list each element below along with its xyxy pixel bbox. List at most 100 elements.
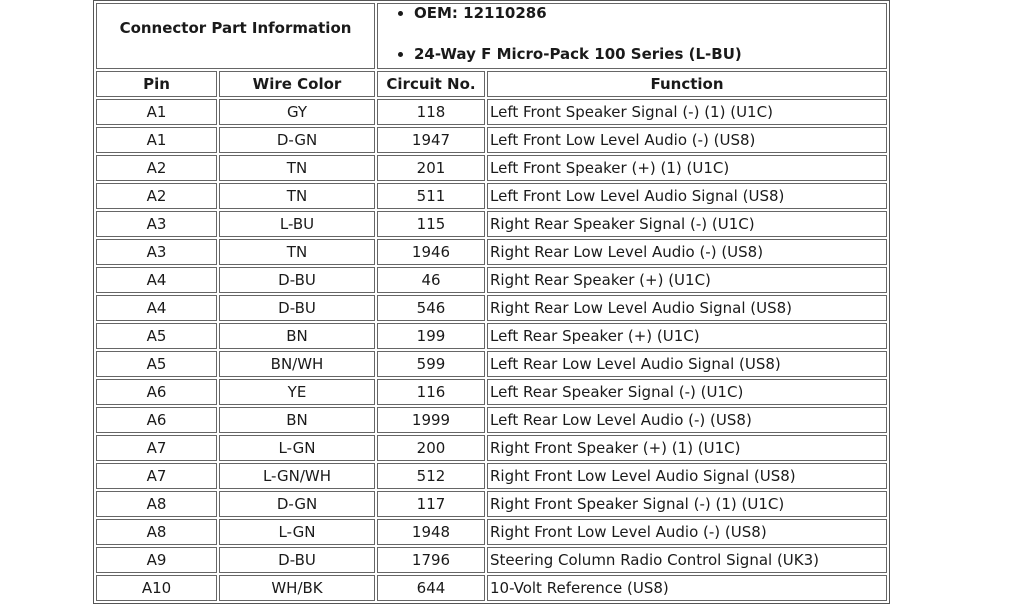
cell-wire-color: L-GN: [219, 519, 375, 545]
cell-wire-color: D-BU: [219, 295, 375, 321]
cell-pin: A8: [96, 491, 217, 517]
cell-pin: A6: [96, 379, 217, 405]
cell-pin: A2: [96, 155, 217, 181]
cell-pin: A7: [96, 463, 217, 489]
cell-wire-color: BN/WH: [219, 351, 375, 377]
cell-wire-color: TN: [219, 183, 375, 209]
table-row: A8 D-GN 117 Right Front Speaker Signal (-) …: [96, 491, 887, 517]
cell-circuit-no: 115: [377, 211, 485, 237]
cell-wire-color: WH/BK: [219, 575, 375, 601]
cell-function: Left Front Speaker (+) (1) (U1C): [487, 155, 887, 181]
cell-circuit-no: 1796: [377, 547, 485, 573]
table-row: A3 L-BU 115 Right Rear Speaker Signal (-) (…: [96, 211, 887, 237]
table-row: A6 BN 1999 Left Rear Low Level Audio (-) (U…: [96, 407, 887, 433]
table-row: A7 L-GN 200 Right Front Speaker (+) (1) (U1…: [96, 435, 887, 461]
cell-pin: A4: [96, 267, 217, 293]
connector-table: Connector Part Information OEM: 12110286…: [93, 0, 890, 604]
cell-function: Right Front Low Level Audio (-) (US8): [487, 519, 887, 545]
table-row: A2 TN 511 Left Front Low Level Audio Signal…: [96, 183, 887, 209]
connector-type: 24-Way F Micro-Pack 100 Series (L-BU): [414, 42, 884, 66]
cell-function: Left Rear Speaker (+) (U1C): [487, 323, 887, 349]
cell-wire-color: TN: [219, 239, 375, 265]
header-wire-color: Wire Color: [219, 71, 375, 97]
cell-wire-color: GY: [219, 99, 375, 125]
cell-pin: A10: [96, 575, 217, 601]
connector-info-label: Connector Part Information: [96, 3, 375, 69]
cell-circuit-no: 546: [377, 295, 485, 321]
cell-function: 10-Volt Reference (US8): [487, 575, 887, 601]
cell-function: Right Rear Low Level Audio (-) (US8): [487, 239, 887, 265]
table-row: A2 TN 201 Left Front Speaker (+) (1) (U1C): [96, 155, 887, 181]
table-row: A1 GY 118 Left Front Speaker Signal (-) (1)…: [96, 99, 887, 125]
table-row: A5 BN 199 Left Rear Speaker (+) (U1C): [96, 323, 887, 349]
table-row: A5 BN/WH 599 Left Rear Low Level Audio Sign…: [96, 351, 887, 377]
cell-circuit-no: 46: [377, 267, 485, 293]
column-header-row: Pin Wire Color Circuit No. Function: [96, 71, 887, 97]
cell-circuit-no: 1999: [377, 407, 485, 433]
cell-function: Left Front Low Level Audio (-) (US8): [487, 127, 887, 153]
table-row: A3 TN 1946 Right Rear Low Level Audio (-) (…: [96, 239, 887, 265]
cell-function: Right Rear Low Level Audio Signal (US8): [487, 295, 887, 321]
cell-circuit-no: 599: [377, 351, 485, 377]
cell-pin: A3: [96, 211, 217, 237]
cell-circuit-no: 117: [377, 491, 485, 517]
cell-function: Right Front Speaker (+) (1) (U1C): [487, 435, 887, 461]
cell-function: Right Front Low Level Audio Signal (US8): [487, 463, 887, 489]
connector-info-list: OEM: 12110286 24-Way F Micro-Pack 100 Se…: [377, 3, 887, 69]
header-pin: Pin: [96, 71, 217, 97]
cell-wire-color: L-GN: [219, 435, 375, 461]
cell-wire-color: D-BU: [219, 267, 375, 293]
cell-circuit-no: 644: [377, 575, 485, 601]
cell-wire-color: L-GN/WH: [219, 463, 375, 489]
cell-function: Steering Column Radio Control Signal (UK…: [487, 547, 887, 573]
cell-wire-color: TN: [219, 155, 375, 181]
cell-pin: A8: [96, 519, 217, 545]
cell-function: Left Rear Speaker Signal (-) (U1C): [487, 379, 887, 405]
table-row: A7 L-GN/WH 512 Right Front Low Level Audio …: [96, 463, 887, 489]
cell-pin: A7: [96, 435, 217, 461]
cell-function: Left Rear Low Level Audio Signal (US8): [487, 351, 887, 377]
cell-pin: A4: [96, 295, 217, 321]
cell-wire-color: D-GN: [219, 491, 375, 517]
cell-circuit-no: 1947: [377, 127, 485, 153]
connector-info-row: Connector Part Information OEM: 12110286…: [96, 3, 887, 69]
table-row: A9 D-BU 1796 Steering Column Radio Control …: [96, 547, 887, 573]
cell-wire-color: D-GN: [219, 127, 375, 153]
cell-circuit-no: 116: [377, 379, 485, 405]
cell-wire-color: BN: [219, 323, 375, 349]
table-row: A10 WH/BK 644 10-Volt Reference (US8): [96, 575, 887, 601]
cell-pin: A3: [96, 239, 217, 265]
cell-pin: A1: [96, 127, 217, 153]
cell-circuit-no: 201: [377, 155, 485, 181]
cell-pin: A1: [96, 99, 217, 125]
cell-function: Left Front Speaker Signal (-) (1) (U1C): [487, 99, 887, 125]
cell-wire-color: YE: [219, 379, 375, 405]
table-row: A4 D-BU 46 Right Rear Speaker (+) (U1C): [96, 267, 887, 293]
cell-pin: A9: [96, 547, 217, 573]
header-function: Function: [487, 71, 887, 97]
cell-function: Left Rear Low Level Audio (-) (US8): [487, 407, 887, 433]
table-row: A8 L-GN 1948 Right Front Low Level Audio (-…: [96, 519, 887, 545]
cell-pin: A2: [96, 183, 217, 209]
cell-wire-color: D-BU: [219, 547, 375, 573]
cell-pin: A5: [96, 351, 217, 377]
header-circuit-no: Circuit No.: [377, 71, 485, 97]
cell-circuit-no: 199: [377, 323, 485, 349]
cell-circuit-no: 200: [377, 435, 485, 461]
cell-circuit-no: 118: [377, 99, 485, 125]
cell-circuit-no: 1946: [377, 239, 485, 265]
cell-pin: A5: [96, 323, 217, 349]
cell-wire-color: L-BU: [219, 211, 375, 237]
table-row: A4 D-BU 546 Right Rear Low Level Audio Sign…: [96, 295, 887, 321]
cell-wire-color: BN: [219, 407, 375, 433]
cell-function: Left Front Low Level Audio Signal (US8): [487, 183, 887, 209]
cell-function: Right Front Speaker Signal (-) (1) (U1C): [487, 491, 887, 517]
cell-circuit-no: 1948: [377, 519, 485, 545]
cell-function: Right Rear Speaker Signal (-) (U1C): [487, 211, 887, 237]
connector-oem: OEM: 12110286: [414, 4, 884, 22]
cell-circuit-no: 511: [377, 183, 485, 209]
table-row: A1 D-GN 1947 Left Front Low Level Audio (-)…: [96, 127, 887, 153]
table-row: A6 YE 116 Left Rear Speaker Signal (-) (U1C…: [96, 379, 887, 405]
cell-pin: A6: [96, 407, 217, 433]
cell-circuit-no: 512: [377, 463, 485, 489]
